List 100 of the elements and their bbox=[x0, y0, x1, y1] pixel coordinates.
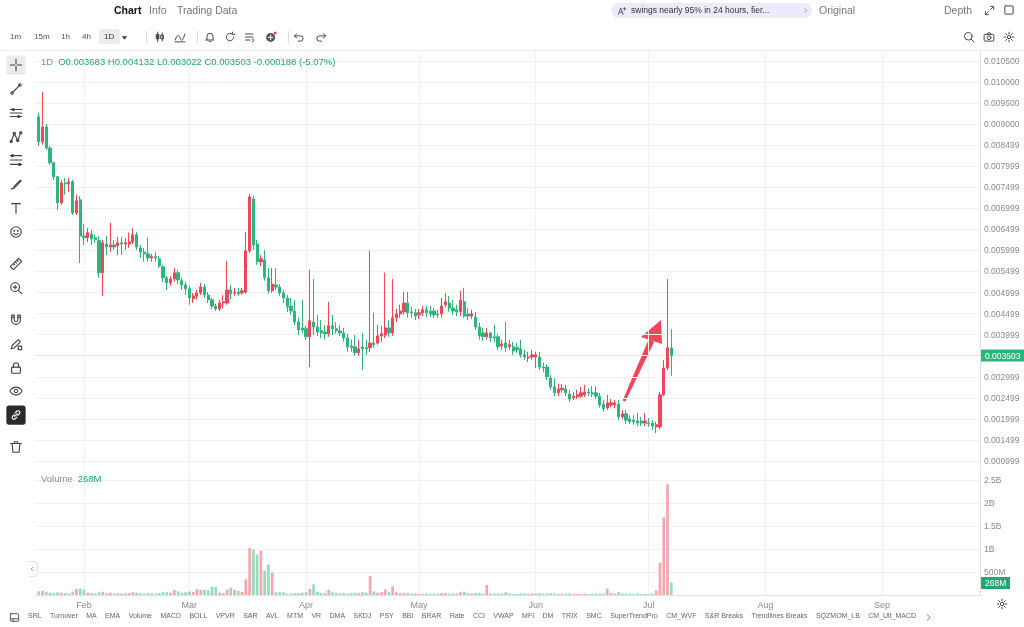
candlestick bbox=[357, 339, 360, 357]
y-tick-label: 0.003999 bbox=[984, 329, 1020, 340]
candlestick bbox=[368, 250, 372, 353]
y-tick-label: 2B bbox=[984, 498, 995, 509]
candlestick bbox=[312, 278, 315, 336]
bar bbox=[60, 592, 63, 595]
candlestick bbox=[128, 232, 131, 249]
candlestick bbox=[504, 321, 507, 353]
y-tick-label: 0.002499 bbox=[984, 392, 1020, 403]
bar bbox=[462, 591, 466, 595]
y-tick-label: 0.006499 bbox=[984, 224, 1020, 235]
candlestick bbox=[512, 341, 515, 356]
candlestick bbox=[199, 282, 202, 296]
candlestick bbox=[150, 253, 153, 263]
candlestick bbox=[218, 299, 221, 312]
y-tick-label: 0.009500 bbox=[984, 97, 1020, 108]
bar bbox=[376, 592, 379, 595]
candlestick bbox=[331, 314, 334, 336]
candlestick bbox=[327, 301, 330, 338]
x-tick-label: Feb bbox=[76, 599, 92, 610]
bar bbox=[312, 584, 315, 595]
bar bbox=[188, 591, 191, 595]
bar bbox=[233, 589, 236, 595]
candlestick bbox=[237, 287, 240, 297]
pill: swings nearly 95% in 24 hours, fier... bbox=[611, 3, 812, 18]
bar bbox=[372, 591, 376, 595]
x-tick-label: Jun bbox=[528, 599, 543, 610]
bar bbox=[308, 589, 312, 595]
chart-title: 1D bbox=[41, 56, 54, 68]
candlestick bbox=[440, 297, 443, 319]
bar bbox=[44, 591, 48, 595]
candlestick bbox=[414, 308, 417, 321]
candlestick bbox=[60, 179, 63, 206]
x-tick-label: Jul bbox=[642, 599, 655, 610]
candlestick bbox=[112, 239, 116, 251]
candlestick bbox=[421, 305, 424, 317]
bar bbox=[252, 549, 255, 595]
candlestick bbox=[470, 309, 473, 320]
x-tick-label: Apr bbox=[299, 599, 314, 610]
bar bbox=[78, 588, 82, 595]
bar bbox=[86, 592, 90, 595]
candlestick bbox=[636, 412, 639, 427]
candlestick bbox=[640, 416, 643, 427]
candlestick bbox=[90, 229, 93, 246]
candlestick bbox=[606, 394, 609, 411]
candlestick bbox=[64, 177, 67, 196]
candlestick bbox=[97, 235, 101, 279]
candlestick bbox=[534, 351, 537, 369]
candlestick bbox=[146, 237, 150, 263]
y-tick-label: 0.000999 bbox=[984, 456, 1020, 467]
bar bbox=[334, 592, 338, 595]
candlestick bbox=[455, 304, 458, 317]
candlestick bbox=[624, 409, 628, 425]
bar bbox=[218, 592, 221, 595]
bar bbox=[169, 592, 172, 595]
bar bbox=[331, 592, 334, 595]
bar bbox=[267, 564, 270, 595]
candlestick bbox=[553, 377, 556, 397]
candlestick bbox=[124, 237, 127, 251]
bar bbox=[135, 592, 139, 595]
chart-subtitle: O0.003683 H0.004132 L0.003022 C0.003503 -0.000188 (-5.07%) bbox=[58, 56, 336, 68]
candlestick bbox=[173, 267, 176, 283]
candlestick bbox=[632, 414, 635, 426]
bar bbox=[270, 572, 274, 595]
candlestick bbox=[436, 309, 439, 319]
bar bbox=[172, 589, 176, 595]
bar bbox=[459, 592, 462, 595]
text: Info bbox=[149, 4, 167, 17]
candlestick bbox=[391, 278, 394, 337]
candlestick bbox=[387, 319, 391, 338]
bar bbox=[184, 592, 187, 595]
candlestick bbox=[591, 385, 594, 398]
chart-subtitle: 268M bbox=[77, 473, 102, 485]
y-tick-label: 0.009000 bbox=[984, 119, 1020, 130]
candlestick bbox=[481, 327, 485, 342]
candlestick bbox=[225, 260, 229, 306]
candlestick bbox=[444, 292, 447, 308]
candlestick bbox=[417, 308, 421, 320]
y-tick-label: 0.002999 bbox=[984, 371, 1020, 382]
bar bbox=[361, 592, 364, 595]
y-tick-label: 0.008499 bbox=[984, 140, 1020, 151]
bar bbox=[327, 589, 331, 595]
bar bbox=[666, 484, 669, 595]
bar bbox=[391, 586, 395, 595]
candlestick bbox=[259, 254, 263, 267]
candlestick bbox=[519, 339, 522, 359]
candlestick bbox=[613, 399, 616, 409]
candlestick bbox=[75, 194, 78, 216]
y-tick-label: 0.005999 bbox=[984, 245, 1020, 256]
candlestick bbox=[432, 307, 436, 319]
candlestick bbox=[271, 267, 274, 294]
bar bbox=[248, 548, 251, 595]
candlestick bbox=[587, 387, 590, 397]
candlestick bbox=[105, 235, 108, 256]
bar bbox=[300, 592, 304, 595]
text: 1h bbox=[61, 32, 70, 42]
candlestick bbox=[233, 287, 236, 297]
candlestick bbox=[568, 389, 571, 403]
candlestick bbox=[116, 236, 119, 256]
y-tick-label: 1.5B bbox=[984, 521, 1002, 532]
